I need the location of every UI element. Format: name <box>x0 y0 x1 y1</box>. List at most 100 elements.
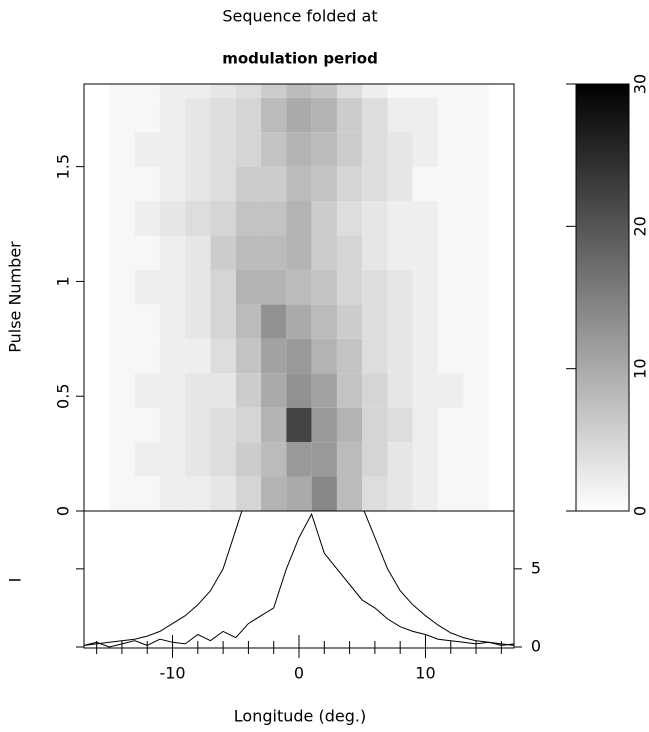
heat-cell <box>311 84 337 98</box>
heat-cell <box>261 132 287 167</box>
heat-cell <box>412 132 439 167</box>
heat-cell <box>134 442 160 477</box>
heat-cell <box>311 304 337 339</box>
heat-cell <box>362 235 388 270</box>
y-tick-label: 1 <box>54 276 73 286</box>
heat-cell <box>362 338 388 374</box>
x-tick-label: 10 <box>415 664 435 683</box>
heat-cell <box>235 476 262 511</box>
heat-cell <box>438 166 464 202</box>
heat-cell <box>438 235 464 270</box>
heat-cell <box>134 132 160 167</box>
heat-cell <box>210 476 236 511</box>
heat-cell <box>159 97 186 133</box>
heat-cell <box>311 442 337 477</box>
heat-cell <box>286 476 312 511</box>
heat-cell <box>134 407 160 443</box>
heat-cell <box>336 84 363 98</box>
heat-cell <box>387 373 413 408</box>
heat-cell <box>185 304 211 339</box>
heat-cell <box>412 84 439 98</box>
y-tick-label: 5 <box>531 558 541 577</box>
heat-cell <box>185 373 211 408</box>
heat-cell <box>463 132 489 167</box>
heat-cell <box>210 338 236 374</box>
heat-cell <box>261 373 287 408</box>
heat-cell <box>463 201 489 236</box>
heat-cell <box>438 97 464 133</box>
profile <box>84 511 514 648</box>
heat-cell <box>438 84 464 98</box>
heat-cell <box>387 132 413 167</box>
heat-cell <box>286 201 312 236</box>
colorbar-tick-label: 0 <box>631 506 649 516</box>
heat-cell <box>438 269 464 305</box>
heat-cell <box>134 304 160 339</box>
heat-cell <box>311 166 337 202</box>
heat-cell <box>387 476 413 511</box>
heat-cell <box>109 476 135 511</box>
heat-cell <box>387 201 413 236</box>
heat-cell <box>387 407 413 443</box>
heat-cell <box>311 201 337 236</box>
heat-cell <box>311 373 337 408</box>
heat-cell <box>109 407 135 443</box>
heat-cell <box>235 373 262 408</box>
heat-cell <box>336 166 363 202</box>
heat-cell <box>311 407 337 443</box>
heat-cell <box>261 84 287 98</box>
heat-cell <box>210 304 236 339</box>
heat-cell <box>210 373 236 408</box>
heat-cell <box>286 442 312 477</box>
heat-cell <box>261 269 287 305</box>
heat-cell <box>185 201 211 236</box>
y-tick-label: 0.5 <box>54 383 73 408</box>
heat-cell <box>412 338 439 374</box>
heat-cell <box>311 476 337 511</box>
heat-cell <box>336 269 363 305</box>
heat-cell <box>109 235 135 270</box>
heat-cell <box>438 476 464 511</box>
heat-cell <box>336 132 363 167</box>
heat-cell <box>311 97 337 133</box>
heat-cell <box>387 84 413 98</box>
heat-cell <box>463 442 489 477</box>
heat-cell <box>159 373 186 408</box>
heat-cell <box>235 269 262 305</box>
heat-cell <box>336 97 363 133</box>
heat-cell <box>362 442 388 477</box>
heat-cell <box>412 269 439 305</box>
heat-cell <box>463 338 489 374</box>
heat-cell <box>336 407 363 443</box>
heat-cell <box>387 97 413 133</box>
heat-cell <box>412 166 439 202</box>
heat-cell <box>109 269 135 305</box>
heat-cell <box>185 476 211 511</box>
heat-cell <box>412 407 439 443</box>
heat-cell <box>210 97 236 133</box>
heat-cell <box>185 166 211 202</box>
heat-cell <box>185 407 211 443</box>
heat-cell <box>412 476 439 511</box>
heat-cell <box>134 201 160 236</box>
heat-cell <box>109 97 135 133</box>
heat-cell <box>311 269 337 305</box>
heat-cell <box>463 269 489 305</box>
heat-cell <box>387 269 413 305</box>
heat-cell <box>438 201 464 236</box>
heat-cell <box>109 373 135 408</box>
heat-cell <box>286 166 312 202</box>
heat-cell <box>261 476 287 511</box>
heat-cell <box>438 132 464 167</box>
heat-cell <box>109 84 135 98</box>
heat-cell <box>438 338 464 374</box>
heat-cell <box>336 373 363 408</box>
heat-cell <box>210 166 236 202</box>
heat-cell <box>286 84 312 98</box>
heat-cell <box>336 201 363 236</box>
heat-cell <box>261 97 287 133</box>
heat-cell <box>235 442 262 477</box>
heat-cell <box>159 201 186 236</box>
heat-cell <box>286 97 312 133</box>
heat-cell <box>362 132 388 167</box>
